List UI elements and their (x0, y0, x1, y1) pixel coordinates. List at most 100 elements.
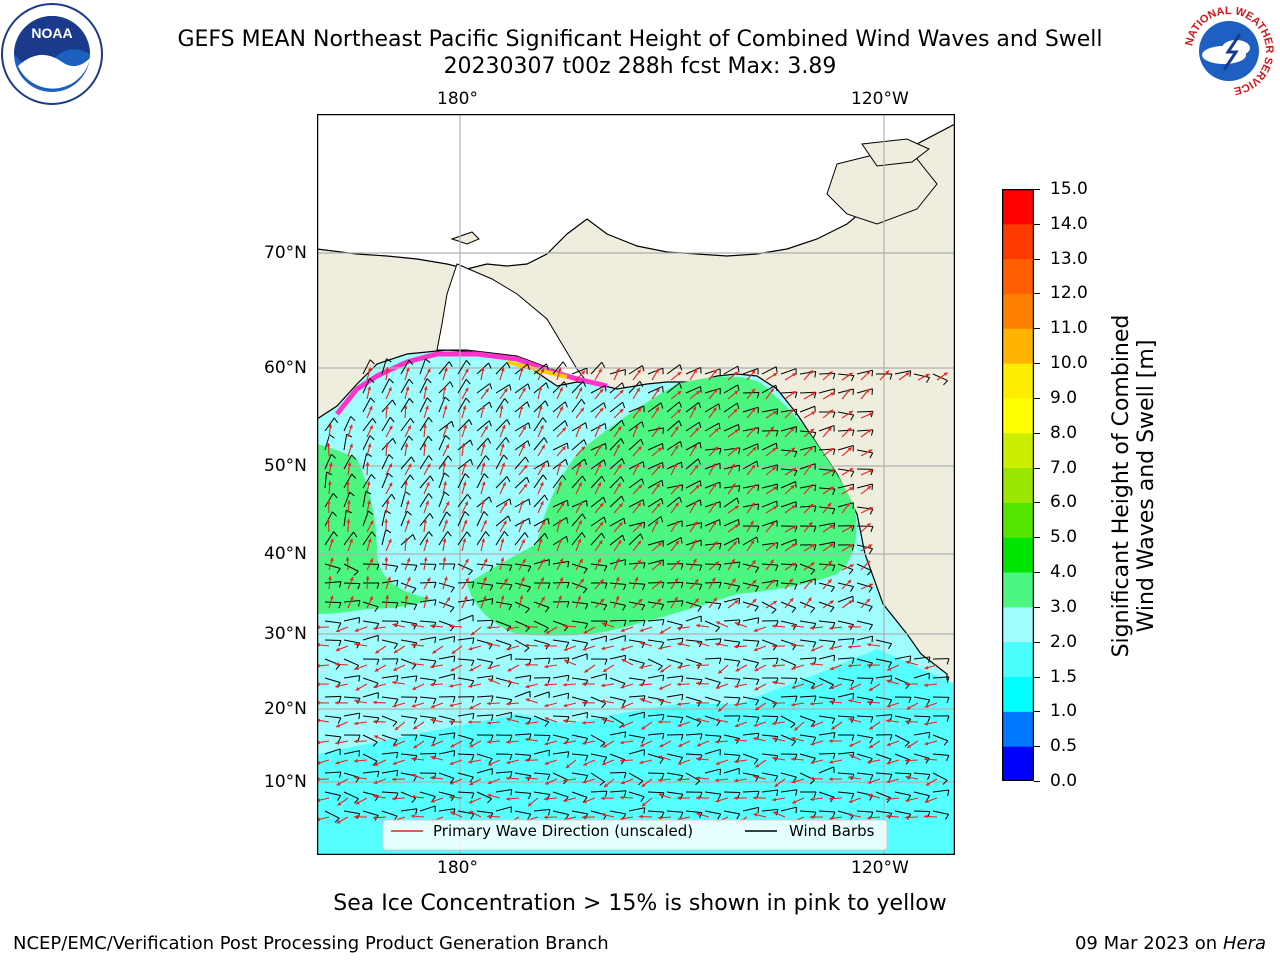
wind-barb-feather (640, 796, 645, 802)
wave-arrow-head (732, 541, 737, 546)
wave-arrow-head (925, 373, 930, 378)
wind-barb-feather (507, 681, 512, 688)
wind-barb-feather (370, 474, 376, 480)
wind-barb (552, 639, 569, 643)
wave-arrow-head (329, 557, 334, 562)
wind-barb-feather (466, 531, 471, 537)
wind-barb-feather (433, 622, 437, 629)
wind-barb-feather (602, 814, 607, 821)
wind-barb-feather (350, 416, 356, 421)
wave-arrow-head (693, 444, 697, 449)
wind-barb (457, 734, 474, 740)
wave-arrow-head (617, 426, 622, 431)
wind-barb-feather (757, 807, 760, 814)
wind-barb-feather (718, 403, 721, 410)
wind-barb (647, 658, 663, 667)
wave-arrow-head (694, 464, 699, 469)
wind-barb-feather (524, 532, 529, 538)
wave-arrow-head (538, 405, 543, 410)
wind-barb-feather (757, 427, 760, 434)
wave-arrow-head (430, 775, 434, 780)
wind-barb (419, 696, 436, 700)
wave-arrow-head (848, 717, 853, 722)
lat-label-40n: 40°N (264, 544, 307, 564)
wave-arrow-head (713, 369, 717, 374)
wind-barb-feather (680, 582, 684, 589)
wind-barb-feather (372, 417, 377, 424)
wind-barb-feather (699, 733, 703, 740)
wind-barb (856, 483, 873, 489)
wave-arrow-head (347, 462, 352, 466)
wave-arrow-head (677, 371, 682, 376)
wind-barb-feather (942, 779, 948, 785)
wave-arrow-head (365, 462, 370, 466)
wind-barb-feather (775, 385, 778, 392)
wave-arrow-head (675, 540, 680, 545)
wind-barb-feather (946, 658, 950, 665)
wave-arrow-head (559, 577, 563, 582)
wave-arrow-head (848, 644, 852, 649)
wind-barb-feather (890, 675, 893, 682)
wind-barb (628, 421, 643, 432)
wind-barb-feather (582, 797, 588, 803)
lon-label-top-180: 180° (437, 89, 478, 109)
wind-barb (647, 674, 664, 679)
wave-arrow-head (829, 600, 834, 605)
wind-barb (875, 675, 892, 679)
wind-barb (419, 636, 436, 641)
wave-arrow-head (407, 577, 411, 582)
wind-barb (495, 454, 505, 470)
wave-arrow-head (425, 405, 429, 410)
wave-arrow-head (869, 744, 874, 749)
wave-arrow-head (848, 410, 853, 415)
wind-barb (476, 383, 491, 394)
wave-arrow-head (905, 660, 910, 665)
lat-label-70n: 70°N (264, 243, 307, 263)
wind-barb (476, 768, 493, 774)
wind-barb (419, 658, 436, 662)
wind-barb-feather (338, 602, 342, 609)
wind-barb-feather (775, 716, 779, 723)
wind-barb-feather (794, 470, 798, 477)
wind-barb (381, 696, 398, 700)
wave-arrow-head (597, 463, 601, 468)
wave-arrow-head (924, 665, 929, 670)
wind-barb-feather (408, 378, 414, 385)
wind-barb-feather (465, 378, 471, 385)
wind-barb-feather (330, 453, 337, 459)
wave-arrow-head (713, 541, 718, 546)
wind-barb-feather (604, 790, 608, 798)
wind-barb-feather (621, 420, 625, 426)
wave-arrow-head (525, 758, 529, 763)
wave-arrow-head (658, 755, 663, 760)
wind-barb-feather (869, 452, 874, 459)
wave-arrow-head (849, 487, 854, 491)
wave-arrow-head (430, 799, 435, 803)
wave-arrow-head (541, 558, 545, 563)
wave-arrow-head (791, 702, 795, 707)
wind-barb (628, 562, 645, 565)
wind-barb (685, 522, 702, 527)
wind-barb (628, 582, 645, 585)
wind-barb (343, 696, 360, 699)
wave-arrow-head (483, 558, 488, 563)
wind-barb (761, 579, 778, 584)
colorbar-label-line-2: Wind Waves and Swell [m] (1134, 339, 1159, 633)
wind-barb-feather (641, 604, 646, 611)
wind-barb-feather (681, 694, 684, 701)
wave-arrow-head (656, 426, 660, 431)
wave-arrow-head (354, 815, 358, 819)
wind-barb (723, 767, 740, 774)
wave-arrow-head (367, 538, 372, 543)
wave-arrow-head (849, 525, 854, 530)
wave-arrow-head (563, 624, 567, 629)
wind-barb-feather (338, 640, 342, 647)
wave-arrow-head (328, 576, 332, 580)
wave-arrow-head (506, 646, 511, 651)
wave-arrow-head (525, 624, 529, 629)
wave-arrow-head (811, 544, 816, 548)
wind-barb (742, 406, 759, 413)
wave-arrow-head (791, 505, 796, 509)
wave-arrow-head (752, 599, 757, 603)
lat-label-10n: 10°N (264, 772, 307, 792)
